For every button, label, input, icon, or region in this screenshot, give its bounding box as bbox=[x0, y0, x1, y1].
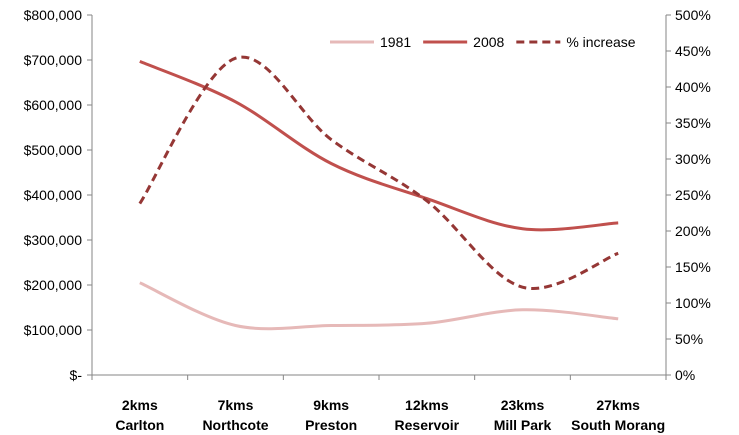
right-tick-label: 150% bbox=[675, 259, 711, 275]
category-label: 2kms bbox=[122, 397, 158, 413]
series-line-1981 bbox=[139, 281, 619, 331]
category-label: Carlton bbox=[115, 417, 164, 433]
legend-label-1981: 1981 bbox=[380, 34, 411, 50]
right-axis-ticks: 0% 50% 100% 150% 200% 250% 300% 350% 400% 450% 500… bbox=[666, 7, 711, 383]
category-label: 27kms bbox=[596, 397, 640, 413]
left-tick-label: $700,000 bbox=[24, 52, 83, 68]
left-axis-ticks: $- $100,000 $200,000 $300,000 $400,000 $500,0… bbox=[24, 7, 92, 383]
left-tick-label: $300,000 bbox=[24, 232, 83, 248]
right-tick-label: 50% bbox=[675, 331, 703, 347]
category-label: Reservoir bbox=[395, 417, 460, 433]
legend-label-increase: % increase bbox=[566, 34, 635, 50]
left-tick-label: $100,000 bbox=[24, 322, 83, 338]
right-tick-label: 350% bbox=[675, 115, 711, 131]
left-tick-label: $200,000 bbox=[24, 277, 83, 293]
category-label: 23kms bbox=[501, 397, 545, 413]
category-label: South Morang bbox=[571, 417, 665, 433]
series-line-2008 bbox=[139, 60, 619, 232]
series-lines bbox=[138, 55, 619, 331]
series-line-increase bbox=[138, 55, 619, 290]
right-tick-label: 200% bbox=[675, 223, 711, 239]
left-tick-label: $400,000 bbox=[24, 187, 83, 203]
category-labels: 2kms Carlton 7kms Northcote 9kms Preston 12kms… bbox=[115, 397, 665, 433]
legend-label-2008: 2008 bbox=[473, 34, 504, 50]
category-label: Preston bbox=[305, 417, 357, 433]
legend: 1981 2008 % increase bbox=[330, 34, 636, 50]
left-tick-label: $800,000 bbox=[24, 7, 83, 23]
category-label: 12kms bbox=[405, 397, 449, 413]
right-tick-label: 0% bbox=[675, 367, 695, 383]
category-label: 9kms bbox=[313, 397, 349, 413]
category-label: 7kms bbox=[218, 397, 254, 413]
right-tick-label: 500% bbox=[675, 7, 711, 23]
right-tick-label: 100% bbox=[675, 295, 711, 311]
right-tick-label: 300% bbox=[675, 151, 711, 167]
right-tick-label: 250% bbox=[675, 187, 711, 203]
category-label: Mill Park bbox=[494, 417, 552, 433]
left-tick-label: $- bbox=[70, 367, 83, 383]
category-label: Northcote bbox=[202, 417, 268, 433]
right-tick-label: 400% bbox=[675, 79, 711, 95]
right-tick-label: 450% bbox=[675, 43, 711, 59]
left-tick-label: $600,000 bbox=[24, 97, 83, 113]
left-tick-label: $500,000 bbox=[24, 142, 83, 158]
